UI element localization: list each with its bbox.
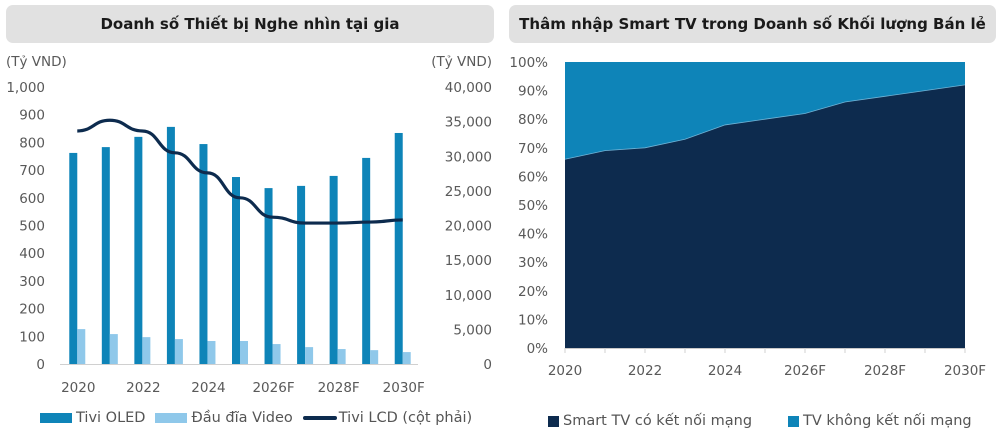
left-y-tick-label: 800 (19, 135, 45, 151)
bar-video (272, 344, 281, 364)
right-chart-y-tick-label: 80% (518, 112, 548, 128)
bar-oled (394, 132, 403, 364)
left-chart-panel: Doanh số Thiết bị Nghe nhìn tại gia (Tỷ … (0, 0, 500, 447)
legend-label-smart-tv: Smart TV có kết nối mạng (563, 413, 753, 429)
right-chart-svg: 0% 10% 20% 30% 40% 50% 60% 70% 80% 90% 100% 2020 20… (509, 55, 986, 379)
right-y-tick-label: 40,000 (445, 80, 492, 96)
right-x-tick-label: 2030F (944, 363, 986, 379)
area-smart-tv (565, 84, 965, 348)
legend-item-lcd: Tivi LCD (cột phải) (302, 410, 473, 426)
right-y-tick-label: 35,000 (445, 115, 492, 131)
left-axis-unit-label: (Tỷ VND) (6, 54, 67, 70)
left-x-tick-label: 2028F (318, 380, 360, 396)
left-y-tick-label: 300 (19, 274, 45, 290)
legend-swatch-lcd (302, 416, 337, 420)
legend-label-non-smart-tv: TV không kết nối mạng (803, 413, 972, 429)
right-chart-y-tick-label: 0% (527, 341, 549, 357)
bar-video (337, 349, 346, 364)
right-y-tick-label: 25,000 (445, 184, 492, 200)
left-y-tick-label: 700 (19, 163, 45, 179)
legend-label-oled: Tivi OLED (76, 410, 146, 426)
bar-oled (264, 188, 273, 364)
left-chart-legend: Tivi OLED Đầu đĩa Video Tivi LCD (cột ph… (40, 410, 482, 426)
bar-video (207, 341, 216, 364)
left-y-tick-label: 500 (19, 219, 45, 235)
left-x-tick-label: 2022 (126, 380, 160, 396)
right-x-tick-label: 2028F (864, 363, 906, 379)
legend-label-lcd: Tivi LCD (cột phải) (338, 410, 473, 426)
bar-oled (329, 175, 338, 364)
legend-swatch-video (155, 413, 188, 423)
right-y-tick-label: 5,000 (453, 322, 492, 338)
right-y-tick-label: 0 (483, 357, 492, 373)
right-axis-unit-label: (Tỷ VND) (431, 54, 492, 70)
left-y-tick-label: 600 (19, 191, 45, 207)
right-y-tick-label: 10,000 (445, 288, 492, 304)
right-chart-panel: Thâm nhập Smart TV trong Doanh số Khối l… (500, 0, 1005, 447)
right-x-tick-label: 2022 (628, 363, 662, 379)
left-y-tick-label: 900 (19, 108, 45, 124)
legend-swatch-non-smart-tv (788, 415, 800, 427)
line-lcd (77, 118, 403, 225)
legend-label-video: Đầu đĩa Video (191, 410, 293, 426)
left-y-tick-label: 200 (19, 302, 45, 318)
right-x-tick-label: 2020 (548, 363, 582, 379)
legend-item-smart-tv: Smart TV có kết nối mạng (548, 413, 752, 429)
legend-item-oled: Tivi OLED (40, 410, 145, 426)
bar-oled (134, 136, 143, 364)
right-y-tick-label: 15,000 (445, 253, 492, 269)
right-chart-y-tick-label: 60% (518, 169, 548, 185)
bar-video (240, 341, 248, 364)
bar-video (142, 337, 151, 364)
left-x-tick-label: 2020 (61, 380, 95, 396)
left-chart-title: Doanh số Thiết bị Nghe nhìn tại gia (6, 5, 494, 43)
bar-video (402, 352, 411, 364)
right-x-tick-label: 2026F (784, 363, 826, 379)
right-chart-y-tick-label: 70% (518, 141, 548, 157)
bar-video (174, 339, 183, 364)
left-x-tick-label: 2030F (383, 380, 425, 396)
right-chart-y-tick-label: 30% (518, 255, 548, 271)
right-y-tick-label: 20,000 (445, 219, 492, 235)
left-y-tick-label: 100 (19, 329, 45, 345)
bar-oled (69, 152, 78, 364)
bar-video (77, 329, 86, 364)
bar-oled (166, 126, 175, 364)
bar-video (305, 347, 314, 364)
right-chart-title: Thâm nhập Smart TV trong Doanh số Khối l… (509, 5, 996, 43)
right-chart-legend: Smart TV có kết nối mạng TV không kết nố… (548, 413, 982, 429)
right-chart-y-tick-label: 90% (518, 84, 548, 100)
left-x-tick-label: 2026F (252, 380, 294, 396)
bar-video (109, 334, 118, 364)
bar-video (370, 350, 379, 364)
right-chart-y-tick-label: 40% (518, 227, 548, 243)
bar-oled (232, 177, 240, 364)
legend-item-non-smart-tv: TV không kết nối mạng (788, 413, 972, 429)
legend-swatch-oled (40, 413, 72, 423)
right-chart-y-tick-label: 50% (518, 198, 548, 214)
right-x-tick-label: 2024 (708, 363, 742, 379)
right-chart-y-tick-label: 20% (518, 284, 548, 300)
left-x-tick-label: 2024 (191, 380, 225, 396)
legend-item-video: Đầu đĩa Video (155, 410, 293, 426)
right-y-tick-label: 30,000 (445, 149, 492, 165)
bar-oled (362, 157, 371, 364)
left-y-tick-label: 400 (19, 246, 45, 262)
bar-oled (297, 185, 306, 364)
right-chart-y-tick-label: 100% (509, 55, 548, 71)
left-y-tick-label: 1,000 (6, 80, 45, 96)
legend-swatch-smart-tv (548, 415, 559, 427)
left-chart-svg: (Tỷ VND) (Tỷ VND) 0 100 200 300 400 500 600 700… (6, 54, 492, 396)
bar-oled (101, 147, 110, 364)
left-y-tick-label: 0 (36, 357, 45, 373)
right-chart-y-tick-label: 10% (518, 312, 548, 328)
area-boundary-line (564, 84, 966, 160)
bar-oled (199, 144, 208, 364)
area-non-smart-tv (565, 62, 965, 160)
